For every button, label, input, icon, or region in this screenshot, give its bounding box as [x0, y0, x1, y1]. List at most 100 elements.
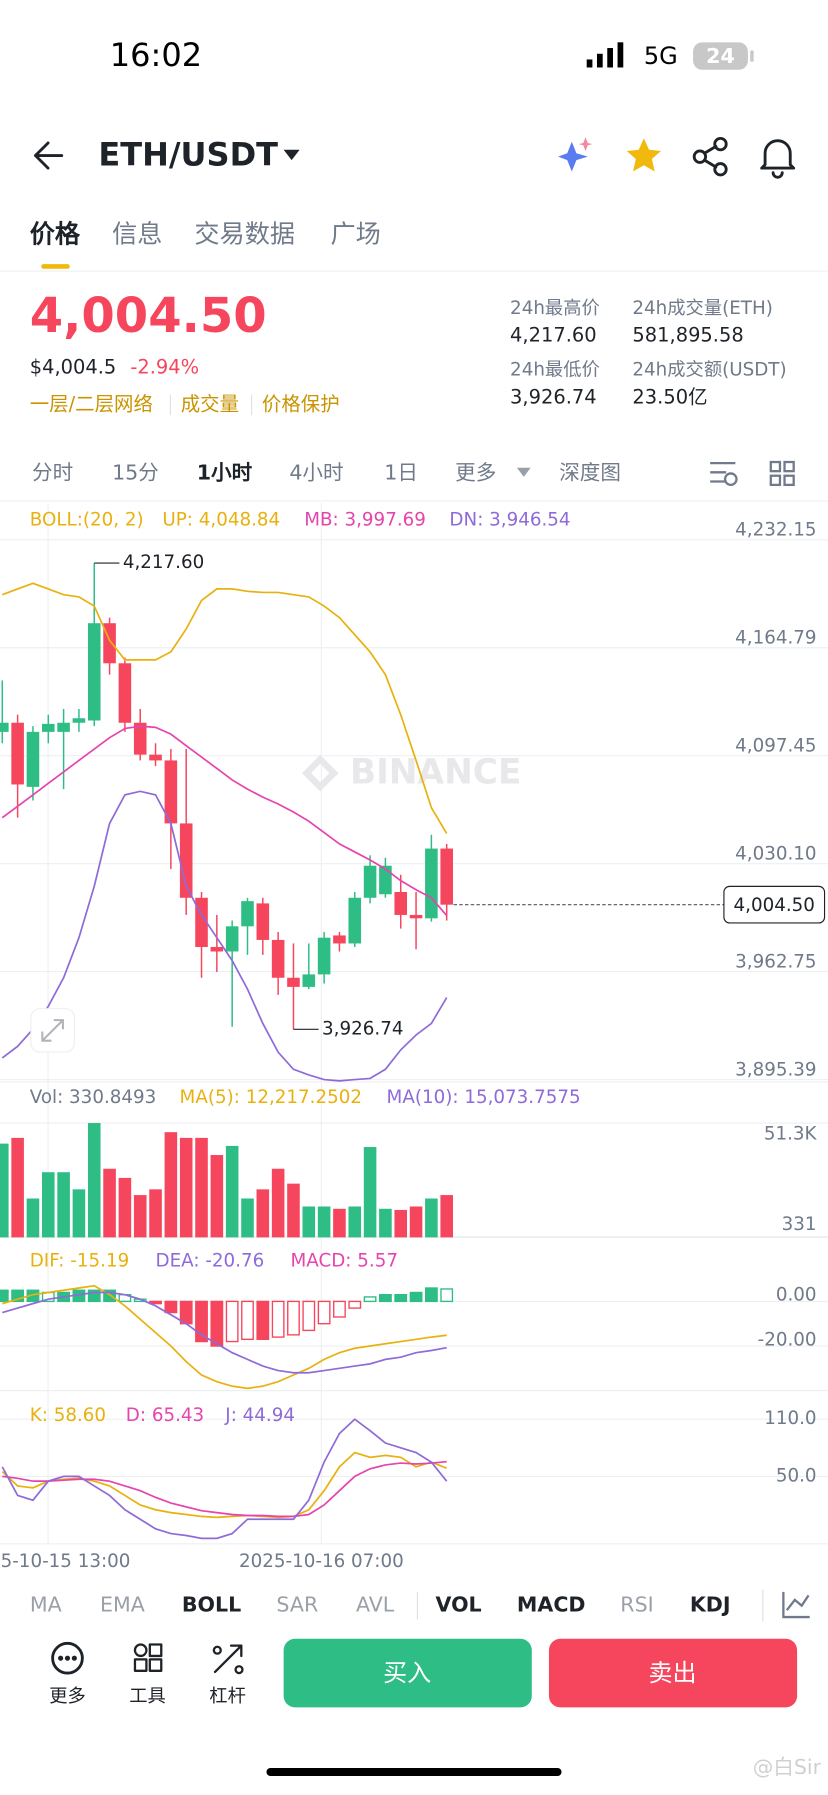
candle-body [11, 722, 24, 785]
candle-body [225, 926, 239, 952]
macd-bar [103, 1289, 116, 1303]
volume-bar [317, 1206, 331, 1238]
more-dropdown[interactable] [516, 467, 531, 477]
indicator-legend: UP: 4,048.84 [162, 509, 280, 530]
tab[interactable]: 交易数据 [194, 220, 295, 249]
volume-bar [271, 1168, 285, 1238]
favorite-star[interactable] [626, 138, 662, 172]
macd-bar [195, 1300, 208, 1343]
indicator-tab[interactable]: AVL [356, 1593, 395, 1617]
volume-bar [440, 1195, 453, 1238]
indicator-tab[interactable]: EMA [100, 1593, 145, 1617]
sell-button[interactable] [548, 1638, 798, 1708]
buy-label[interactable]: 买入 [383, 1659, 431, 1687]
more-icon[interactable] [51, 1641, 84, 1675]
ai-button[interactable] [558, 137, 593, 172]
indicator-legend: K: 58.60 [30, 1405, 106, 1426]
candle-body [287, 977, 300, 987]
y-tick-label: -20.00 [758, 1329, 817, 1350]
y-tick-label: 110.0 [764, 1408, 816, 1429]
pair-title[interactable]: ETH/USDT [98, 136, 278, 174]
volume-bar [11, 1137, 24, 1238]
indicator-tab[interactable]: SAR [276, 1593, 318, 1617]
macd-bar [333, 1300, 346, 1318]
tab[interactable]: 信息 [112, 220, 162, 249]
interval[interactable]: 分时 [32, 460, 73, 484]
volume-bar [210, 1155, 224, 1238]
macd-bar [440, 1288, 454, 1303]
interval[interactable]: 4小时 [289, 460, 343, 484]
tab[interactable]: 广场 [331, 220, 381, 249]
interval[interactable]: 1小时 [197, 460, 253, 484]
indicator-settings[interactable] [782, 1591, 810, 1619]
link[interactable]: 一层/二层网络 [30, 392, 153, 415]
sell-label[interactable]: 卖出 [648, 1659, 696, 1687]
chart-settings-icon[interactable] [710, 462, 738, 487]
layout-icon[interactable] [769, 460, 795, 487]
link[interactable]: 价格保护 [262, 392, 340, 415]
back-button[interactable] [34, 141, 64, 170]
volume-bar [195, 1137, 208, 1238]
candle-body [179, 823, 193, 898]
y-tick-label: 331 [782, 1214, 817, 1235]
macd-bar [210, 1300, 224, 1347]
boll-upper [2, 582, 448, 835]
d-line [2, 1460, 447, 1518]
link[interactable]: 成交量 [181, 392, 239, 415]
y-tick-label: 4,232.15 [735, 520, 816, 541]
volume-bar [164, 1132, 178, 1238]
pair-dropdown[interactable] [283, 149, 300, 161]
volume-bar [287, 1183, 300, 1238]
buy-button[interactable] [283, 1638, 532, 1708]
volume-bar [425, 1198, 438, 1238]
clock: 16:02 [110, 36, 202, 74]
volume-bar [241, 1198, 254, 1238]
indicator-tab[interactable]: KDJ [690, 1593, 731, 1617]
interval[interactable]: 更多 [455, 460, 496, 484]
k-line [1, 1451, 448, 1519]
usd-price: $4,004.5 [30, 356, 117, 379]
interval[interactable]: 15分 [112, 460, 159, 484]
share-button[interactable] [692, 136, 728, 177]
indicator-tab[interactable]: RSI [620, 1593, 653, 1617]
indicator-tab[interactable]: MA [30, 1593, 62, 1617]
volume-bar [225, 1145, 239, 1238]
candle-body [425, 848, 438, 919]
candle-body [256, 903, 270, 940]
indicator-legend: J: 44.94 [224, 1405, 295, 1426]
tab[interactable]: 价格 [30, 220, 81, 249]
indicator-legend: DN: 3,946.54 [449, 509, 570, 530]
macd-bar [179, 1300, 193, 1325]
candle-body [210, 946, 224, 952]
tool-label[interactable]: 更多 [49, 1686, 86, 1707]
candle-body [302, 974, 316, 987]
indicator-legend: MB: 3,997.69 [304, 509, 426, 530]
volume-bar [363, 1147, 377, 1238]
leverage-icon[interactable] [212, 1644, 244, 1675]
y-tick-label: 4,030.10 [735, 843, 816, 864]
indicator-tab[interactable]: BOLL [182, 1593, 241, 1617]
macd-bar [11, 1289, 25, 1303]
indicator-tab[interactable]: MACD [517, 1593, 586, 1617]
indicator-legend: Vol: 330.8493 [30, 1087, 157, 1108]
kline-chart: 4,232.15 4,164.79 4,097.45 4,030.10 3,962.75… [0, 503, 828, 1572]
indicator-tab[interactable]: VOL [436, 1593, 482, 1617]
tools-icon[interactable] [133, 1643, 163, 1672]
tool-label[interactable]: 工具 [129, 1686, 166, 1707]
volume-bar [149, 1189, 162, 1238]
candle-body [72, 718, 86, 723]
macd-bar [348, 1300, 362, 1309]
interval[interactable]: 1日 [384, 460, 418, 484]
y-tick-label: 4,164.79 [735, 628, 816, 649]
volume-bar [409, 1206, 423, 1238]
y-tick-label: 50.0 [776, 1465, 817, 1486]
tool-label[interactable]: 杠杆 [209, 1686, 246, 1707]
tab-indicator [41, 264, 70, 269]
home-indicator [266, 1768, 562, 1777]
alert-bell[interactable] [760, 139, 796, 179]
candle-body [440, 848, 453, 905]
macd-bar [164, 1300, 178, 1314]
stat-label: 24h成交量(ETH) [632, 298, 772, 319]
interval[interactable]: 深度图 [559, 460, 621, 484]
stat-value: 581,895.58 [632, 324, 743, 347]
